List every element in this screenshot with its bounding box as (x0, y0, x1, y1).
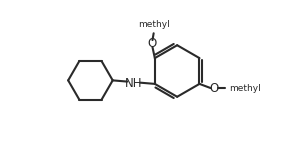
Text: O: O (209, 82, 219, 95)
Text: methyl: methyl (138, 20, 170, 29)
Text: methyl: methyl (229, 84, 261, 93)
Text: NH: NH (125, 77, 143, 90)
Text: O: O (148, 37, 157, 50)
